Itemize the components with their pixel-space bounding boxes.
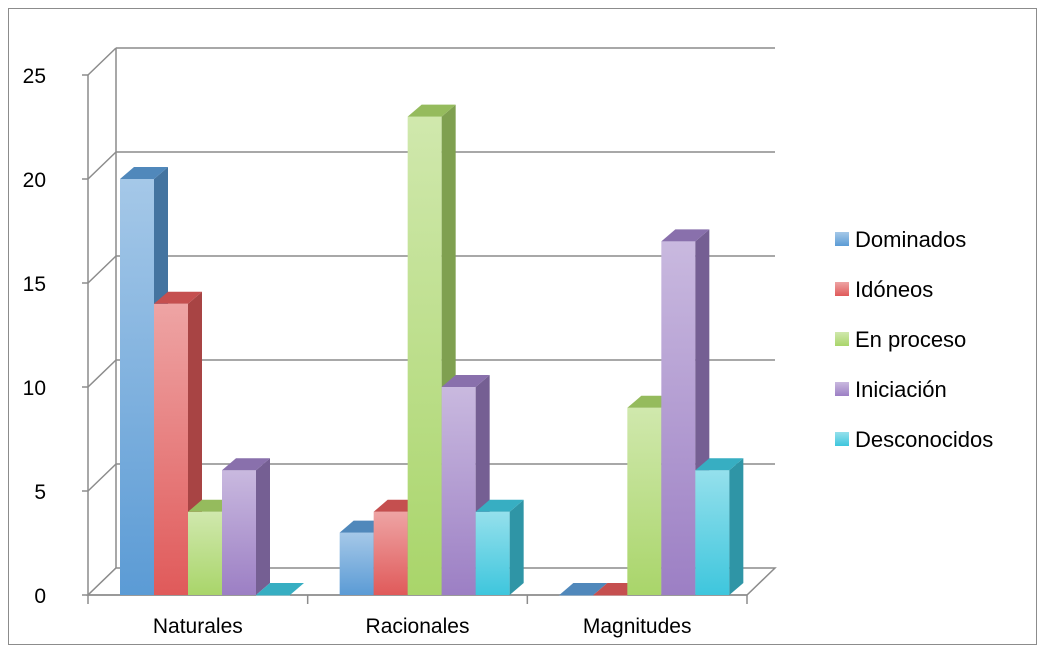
- legend-swatch: [835, 382, 849, 396]
- bar-front: [441, 387, 476, 595]
- y-tick-label: 0: [34, 585, 46, 608]
- bar: [559, 583, 608, 596]
- bar-front: [695, 470, 730, 595]
- legend-swatch: [835, 332, 849, 346]
- legend-label: Dominados: [855, 227, 966, 252]
- bar-front: [222, 470, 256, 595]
- bar-front: [627, 407, 662, 595]
- bar: [154, 291, 202, 595]
- bar-front: [593, 595, 628, 596]
- bar-top: [559, 583, 608, 595]
- y-tick-label: 20: [23, 169, 46, 192]
- grid-line-left-20: [87, 151, 117, 180]
- bar-front: [407, 116, 442, 595]
- x-tick-label: Racionales: [366, 615, 470, 638]
- grid-line-left-25: [87, 47, 117, 76]
- bar-side: [509, 499, 524, 595]
- bar-front: [339, 532, 374, 595]
- bar-group-magnitudes: [559, 229, 744, 596]
- bars: [120, 104, 744, 596]
- legend-item: En proceso: [835, 327, 966, 352]
- bar: [120, 167, 168, 595]
- legend-item: Iniciación: [835, 377, 947, 402]
- legend-item: Dominados: [835, 227, 966, 252]
- grid-line-left-5: [87, 463, 117, 492]
- legend-swatch: [835, 282, 849, 296]
- bar-front: [256, 595, 290, 596]
- bar: [475, 499, 524, 595]
- bar: [256, 583, 304, 596]
- bar-front: [154, 303, 188, 595]
- y-tick-label: 15: [23, 273, 46, 296]
- bar-front: [373, 511, 408, 595]
- bar-group-naturales: [120, 167, 304, 596]
- bar-top: [661, 229, 710, 242]
- legend-label: Desconocidos: [855, 427, 993, 452]
- bar-top: [475, 499, 524, 512]
- x-tick-label: Magnitudes: [583, 615, 692, 638]
- grid-line-left-15: [87, 255, 117, 284]
- legend-label: En proceso: [855, 327, 966, 352]
- bar-front: [559, 595, 594, 596]
- bar: [695, 458, 744, 595]
- bar: [407, 104, 456, 595]
- bar-group-racionales: [339, 104, 524, 595]
- y-tick-label: 25: [23, 65, 46, 88]
- y-tick-label: 5: [34, 481, 46, 504]
- x-axis: Naturales Racionales Magnitudes: [87, 594, 748, 638]
- bar-top: [222, 458, 270, 471]
- legend-item: Desconocidos: [835, 427, 993, 452]
- y-tick-label: 10: [23, 377, 46, 400]
- x-tick-label: Naturales: [153, 615, 243, 638]
- bar-top: [695, 458, 744, 471]
- bar-side: [256, 458, 270, 595]
- legend-label: Idóneos: [855, 277, 933, 302]
- bar-top: [407, 104, 456, 117]
- bar: [222, 458, 270, 595]
- bar-front: [188, 511, 222, 595]
- legend-item: Idóneos: [835, 277, 933, 302]
- bar-front: [475, 511, 510, 595]
- bar-top: [441, 375, 490, 387]
- bar-top: [256, 583, 304, 595]
- legend-swatch: [835, 432, 849, 446]
- grid-line-left-10: [87, 359, 117, 388]
- y-axis: 0 5 10 15 20 25: [23, 65, 89, 608]
- bar-top: [154, 291, 202, 304]
- legend: Dominados Idóneos En proceso Iniciación Desc…: [835, 227, 993, 452]
- bar-side: [729, 458, 744, 595]
- bar-front: [120, 179, 154, 595]
- bar-top: [120, 167, 168, 179]
- legend-label: Iniciación: [855, 377, 947, 402]
- bar-front: [661, 241, 696, 595]
- legend-swatch: [835, 232, 849, 246]
